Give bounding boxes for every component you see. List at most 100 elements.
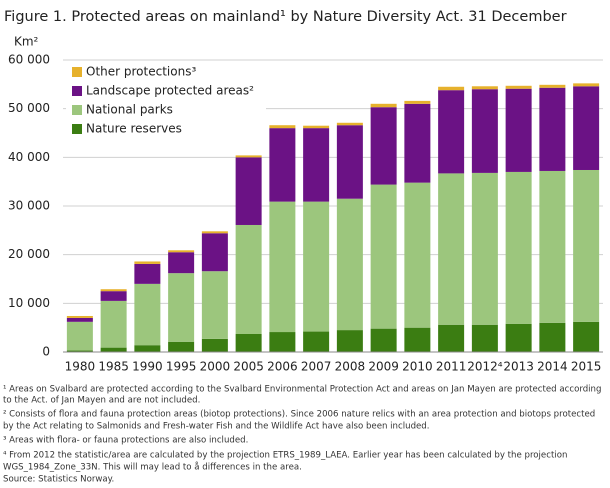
legend-label: National parks xyxy=(86,103,173,117)
bar-segment xyxy=(404,327,431,352)
bar-segment xyxy=(134,283,161,346)
bar-segment xyxy=(303,331,330,352)
x-tick-label: 1980 xyxy=(65,360,96,374)
y-axis-label: Km² xyxy=(14,35,39,49)
bar-segment xyxy=(303,201,330,332)
y-tick-label: 30 000 xyxy=(8,199,50,213)
x-tick-label: 2009 xyxy=(368,360,399,374)
legend-label: Nature reserves xyxy=(86,122,182,136)
bar-segment xyxy=(505,171,532,324)
footnote: ¹ Areas on Svalbard are protected accord… xyxy=(3,385,601,395)
footnote: ³ Areas with flora- or fauna protections… xyxy=(3,436,248,446)
legend-swatch xyxy=(72,67,82,77)
x-tick-label: 1995 xyxy=(166,360,197,374)
bar-segment xyxy=(573,83,600,87)
bar-segment xyxy=(134,345,161,352)
bar-segment xyxy=(336,198,363,331)
bar-segment xyxy=(134,263,161,284)
bar-segment xyxy=(201,233,228,272)
bar-segment xyxy=(168,250,195,253)
bar-segment xyxy=(573,86,600,170)
legend-swatch xyxy=(72,105,82,115)
bar-segment xyxy=(471,89,498,173)
chart-title: Figure 1. Protected areas on mainland¹ b… xyxy=(4,9,567,25)
x-tick-label: 2008 xyxy=(335,360,366,374)
y-tick-label: 10 000 xyxy=(8,296,50,310)
bar-segment xyxy=(438,324,465,352)
bar-segment xyxy=(201,338,228,352)
bar-segment xyxy=(168,341,195,352)
bar-segment xyxy=(303,125,330,129)
bar-segment xyxy=(471,86,498,90)
footnote: ² Consists of flora and fauna protection… xyxy=(3,410,595,420)
bar-segment xyxy=(303,128,330,202)
bar-segment xyxy=(66,321,93,351)
y-tick-label: 60 000 xyxy=(8,53,50,67)
bar-segment xyxy=(66,350,93,352)
bar-segment xyxy=(370,103,397,108)
bar-segment xyxy=(235,157,262,225)
bar-segment xyxy=(235,333,262,352)
x-tick-label: 2014 xyxy=(537,360,568,374)
legend-swatch xyxy=(72,124,82,134)
bar-segment xyxy=(438,86,465,91)
bar-segment xyxy=(505,85,532,89)
footnote: WGS_1984_Zone_33N. This will may lead to… xyxy=(3,462,302,473)
x-tick-label: 1990 xyxy=(132,360,163,374)
bar-segment xyxy=(336,330,363,352)
bar-segment xyxy=(438,173,465,325)
bar-segment xyxy=(168,252,195,274)
bar-segment xyxy=(404,103,431,183)
x-tick-label: 2012⁴ xyxy=(467,360,503,374)
x-tick-label: 2011 xyxy=(436,360,467,374)
y-tick-label: 0 xyxy=(42,345,50,359)
x-tick-label: 2010 xyxy=(402,360,433,374)
bar-segment xyxy=(235,155,262,158)
x-tick-label: 2005 xyxy=(233,360,264,374)
bar-segment xyxy=(539,84,566,88)
bar-segment xyxy=(269,201,296,333)
x-tick-label: 2007 xyxy=(301,360,332,374)
x-tick-label: 2015 xyxy=(571,360,602,374)
bar-segment xyxy=(168,273,195,342)
footnote: Source: Statistics Norway. xyxy=(3,475,114,485)
bar-segment xyxy=(573,169,600,322)
bar-segment xyxy=(201,231,228,234)
x-tick-label: 1985 xyxy=(98,360,129,374)
footnote: by the Act relating to Salmonids and Fre… xyxy=(3,422,430,432)
bar-segment xyxy=(336,122,363,126)
bar-segment xyxy=(539,170,566,323)
bar-segment xyxy=(100,289,127,292)
x-tick-label: 2006 xyxy=(267,360,298,374)
bar-segment xyxy=(539,87,566,171)
bar-segment xyxy=(404,182,431,328)
bar-segment xyxy=(134,261,161,264)
footnote: ⁴ From 2012 the statistic/area are calcu… xyxy=(3,451,567,461)
bar-segment xyxy=(201,271,228,339)
bar-segment xyxy=(235,224,262,334)
bar-segment xyxy=(100,347,127,352)
legend-swatch xyxy=(72,86,82,96)
bar-segment xyxy=(370,107,397,185)
bar-segment xyxy=(370,328,397,352)
bar-segment xyxy=(573,321,600,352)
bar-segment xyxy=(438,90,465,174)
bar-segment xyxy=(370,184,397,329)
bar-segment xyxy=(269,332,296,352)
bar-segment xyxy=(269,125,296,129)
y-tick-label: 20 000 xyxy=(8,247,50,261)
x-tick-label: 2013 xyxy=(503,360,534,374)
bar-segment xyxy=(336,125,363,199)
legend-label: Other protections³ xyxy=(86,65,196,79)
bar-segment xyxy=(66,315,93,318)
bar-segment xyxy=(404,100,431,104)
bar-segment xyxy=(269,128,296,202)
bar-segment xyxy=(100,291,127,301)
y-tick-label: 50 000 xyxy=(8,101,50,115)
footnote: to the Act. of Jan Mayen and are not inc… xyxy=(3,396,200,406)
bar-segment xyxy=(539,322,566,352)
legend-box xyxy=(66,62,266,140)
legend-label: Landscape protected areas² xyxy=(86,84,254,98)
y-tick-label: 40 000 xyxy=(8,150,50,164)
